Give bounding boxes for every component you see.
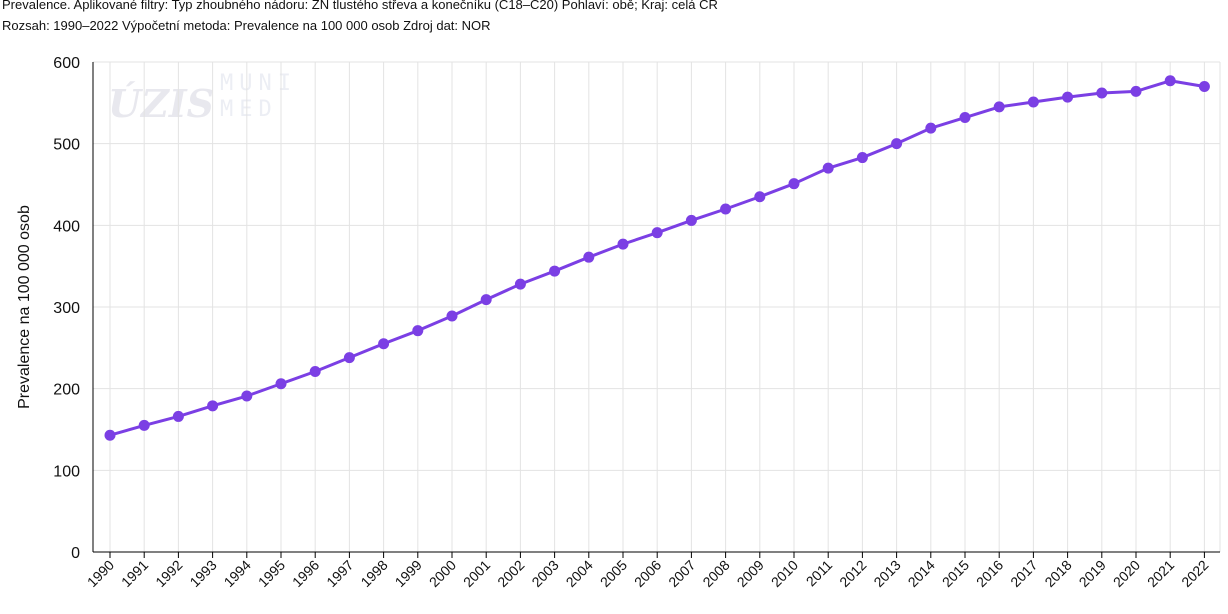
x-tick-label: 2005 [597,557,630,590]
data-point-2020[interactable] [1130,85,1142,97]
x-tick-label: 2003 [528,557,561,590]
data-point-1996[interactable] [309,366,321,378]
data-point-2009[interactable] [754,191,766,203]
x-tick-label: 2012 [836,557,869,590]
x-tick-label: 1995 [255,557,288,590]
y-tick-label: 400 [53,218,80,235]
data-point-1990[interactable] [104,429,116,441]
data-point-1999[interactable] [412,325,424,337]
y-tick-label: 600 [53,55,80,72]
x-tick-label: 1998 [357,557,390,590]
data-point-2022[interactable] [1198,81,1210,92]
data-point-2019[interactable] [1096,87,1108,99]
data-point-2014[interactable] [925,122,937,134]
x-tick-label: 2008 [699,557,732,590]
data-point-1994[interactable] [241,390,253,402]
x-tick-label: 2009 [734,557,767,590]
data-point-1997[interactable] [343,352,355,364]
data-point-1998[interactable] [378,338,390,350]
data-point-2016[interactable] [993,101,1005,113]
data-point-2005[interactable] [617,238,629,250]
x-tick-label: 1994 [221,557,254,590]
x-tick-label: 2019 [1076,557,1109,590]
x-tick-label: 2006 [631,557,664,590]
x-tick-label: 2017 [1007,557,1040,590]
y-tick-labels: 0 100 200 300 400 500 600 [53,55,80,562]
chart-caption-filters: Prevalence. Aplikované filtry: Typ zhoub… [2,0,718,12]
x-tick-label: 2014 [905,557,938,590]
data-point-2012[interactable] [856,152,868,164]
x-tick-label: 2021 [1144,557,1177,590]
data-point-2010[interactable] [788,178,800,190]
data-point-2004[interactable] [583,251,595,263]
x-tick-label: 2022 [1178,557,1211,590]
x-tick-label: 2013 [870,557,903,590]
y-tick-label: 200 [53,382,80,399]
x-tick-label: 1990 [84,557,117,590]
x-tick-label: 2018 [1041,557,1074,590]
grid-lines [93,61,1221,552]
y-tick-label: 300 [53,300,80,317]
x-tick-label: 2020 [1110,557,1143,590]
x-tick-label: 2010 [768,557,801,590]
data-point-1993[interactable] [207,400,219,412]
x-tick-label: 2000 [426,557,459,590]
data-point-2015[interactable] [959,112,971,124]
uzis-logo-watermark: ÚZIS [108,81,214,126]
axes [92,62,1220,558]
data-point-1991[interactable] [138,419,150,431]
x-tick-label: 1999 [392,557,425,590]
x-tick-label: 2002 [494,557,527,590]
data-point-2021[interactable] [1164,75,1176,87]
x-tick-label: 1992 [152,557,185,590]
watermark-logos: ÚZIS MUNI MED [108,71,297,126]
data-point-2017[interactable] [1027,96,1039,108]
x-tick-label: 2004 [563,557,596,590]
x-tick-label: 1993 [186,557,219,590]
data-point-2013[interactable] [891,138,903,150]
chart-caption-range: Rozsah: 1990–2022 Výpočetní metoda: Prev… [2,18,491,33]
x-tick-label: 2016 [973,557,1006,590]
data-point-2011[interactable] [822,162,834,174]
muni-logo-watermark: MUNI [220,71,297,96]
x-tick-label: 2007 [665,557,698,590]
y-tick-label: 100 [53,463,80,480]
data-point-2006[interactable] [651,227,663,239]
data-point-2001[interactable] [480,294,492,306]
y-tick-label: 500 [53,137,80,154]
x-tick-label: 1991 [118,557,151,590]
series-prevalence [104,75,1210,441]
x-tick-label: 2011 [803,557,836,590]
data-point-2002[interactable] [514,278,526,290]
data-point-2007[interactable] [685,214,697,226]
x-tick-label: 2001 [460,557,493,590]
x-tick-label: 1996 [289,557,322,590]
x-tick-label: 2015 [939,557,972,590]
y-axis-label: Prevalence na 100 000 osob [16,205,33,409]
data-point-1995[interactable] [275,378,287,390]
med-logo-watermark: MED [220,97,278,122]
data-point-1992[interactable] [172,410,184,422]
y-tick-label: 0 [71,545,80,562]
x-tick-label: 1997 [323,557,356,590]
data-point-2000[interactable] [446,310,458,322]
data-point-2003[interactable] [549,265,561,277]
data-point-2018[interactable] [1062,91,1074,103]
x-tick-labels: 1990 1991 1992 1993 1994 1995 1996 1997 1998 1999… [84,557,1212,590]
data-point-2008[interactable] [720,203,732,215]
